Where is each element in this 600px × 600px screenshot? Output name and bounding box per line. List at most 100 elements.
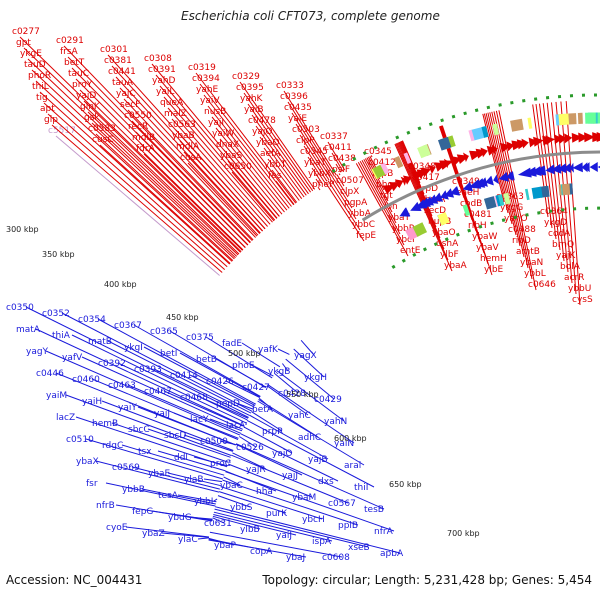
leader-line — [263, 147, 303, 199]
gene-label: ybaC — [220, 481, 243, 491]
gene-label: ybcH — [302, 515, 325, 525]
leader-line — [251, 411, 283, 432]
gene-label: apbA — [380, 549, 404, 559]
leader-line — [91, 378, 239, 440]
leader-line — [213, 514, 297, 536]
leader-line — [291, 112, 334, 178]
leader-line — [235, 443, 303, 476]
leader-line — [87, 111, 239, 256]
gene-label: c0500 — [200, 437, 228, 447]
leader-line — [215, 127, 285, 213]
gene-label: ybcI — [396, 235, 415, 245]
gene-arrow — [589, 162, 598, 172]
leader-line — [219, 440, 236, 446]
leader-line — [95, 460, 220, 493]
leader-line — [179, 352, 261, 398]
leader-line — [235, 443, 385, 510]
gene-label: yajI — [208, 118, 224, 128]
gene-label: pepD — [216, 399, 240, 409]
gene-arrow — [596, 132, 600, 142]
leader-line — [71, 334, 248, 421]
gene-label: c0510 — [66, 435, 94, 445]
gene-label: c0608 — [322, 553, 350, 563]
gene-arrow — [498, 172, 509, 182]
gene-arrow — [557, 163, 567, 174]
gene-label: ybdG — [168, 513, 192, 523]
gene-label: ybbU — [568, 284, 591, 294]
leader-line — [225, 380, 260, 398]
gene-label: psiF — [332, 165, 350, 175]
gene-label: nusB — [204, 107, 226, 117]
leader-line — [498, 110, 537, 291]
gene-arrow — [473, 178, 486, 188]
gene-label: ybbC — [352, 220, 375, 230]
leader-line — [402, 140, 417, 173]
gene-label: yaiE — [288, 114, 307, 124]
gene-label: c0417 — [412, 173, 440, 183]
gene-label: c0426 — [206, 377, 234, 387]
leader-line — [67, 56, 251, 244]
leader-line — [212, 515, 261, 530]
leader-line — [137, 406, 236, 446]
gene-label: ybaP — [214, 541, 237, 551]
gene-label: secD — [424, 206, 446, 216]
gene-label: c0349 — [452, 177, 480, 187]
leader-line — [267, 384, 355, 444]
gene-label: c0352 — [42, 309, 70, 319]
leader-line — [251, 114, 309, 195]
leader-line — [147, 428, 231, 458]
leader-line — [239, 436, 257, 448]
leader-line — [127, 109, 254, 241]
leader-line — [546, 102, 565, 262]
gene-label: lacY — [190, 415, 209, 425]
feature-block — [412, 222, 428, 237]
gene-arrow — [533, 136, 544, 147]
leader-line — [25, 306, 249, 418]
leader-line — [258, 398, 319, 438]
gene-label: c0319 — [188, 63, 216, 73]
genome-title: Escherichia coli CFT073, complete genome — [181, 9, 440, 23]
feature-block — [510, 118, 524, 132]
gene-arrow — [509, 170, 515, 181]
leader-line — [271, 169, 298, 203]
leader-line — [179, 140, 263, 232]
gene-label: ylbF — [440, 250, 459, 260]
gene-label: ykgH — [304, 373, 327, 383]
gene-label: ybbP — [392, 224, 415, 234]
gene-label: yagY — [26, 347, 49, 357]
gene-label: yafV — [62, 353, 83, 363]
gene-label: c0367 — [114, 321, 142, 331]
gene-label: c0363 — [496, 192, 524, 202]
gene-label: c0308 — [144, 54, 172, 64]
gene-label: ylaC — [178, 535, 198, 545]
feature-block — [483, 196, 497, 210]
leader-line — [281, 363, 289, 372]
gene-label: xseB — [348, 543, 370, 553]
leader-line — [222, 479, 359, 526]
feature-block — [403, 152, 412, 164]
tick-label: 650 kbp — [389, 480, 422, 489]
gene-label: brnQ — [552, 240, 574, 250]
leader-line — [159, 85, 276, 221]
gene-label: apt — [40, 104, 55, 114]
gene-label: ybbS — [230, 503, 253, 513]
gene-arrow — [444, 188, 455, 198]
gene-label: codA — [548, 229, 571, 239]
gene-arrow — [583, 162, 590, 173]
tick-label: 300 kbp — [6, 225, 39, 234]
tick-label: 450 kbp — [166, 313, 199, 322]
gene-label: yahD — [152, 76, 176, 86]
feature-block — [527, 117, 533, 129]
gene-label: ybaO — [432, 228, 456, 238]
gene-label: c0348 — [408, 162, 436, 172]
gene-arrow — [480, 147, 488, 158]
gene-label: rdgC — [102, 441, 123, 451]
gene-label: nfrB — [96, 501, 115, 511]
gene-arrow — [553, 134, 563, 145]
gene-label: c0393 — [134, 365, 162, 375]
genome-summary: Topology: circular; Length: 5,231,428 bp… — [262, 573, 592, 587]
gene-label: c0333 — [276, 81, 304, 91]
feature-block — [503, 192, 511, 205]
gene-label: yahE — [196, 85, 219, 95]
gene-label: c0329 — [232, 72, 260, 82]
